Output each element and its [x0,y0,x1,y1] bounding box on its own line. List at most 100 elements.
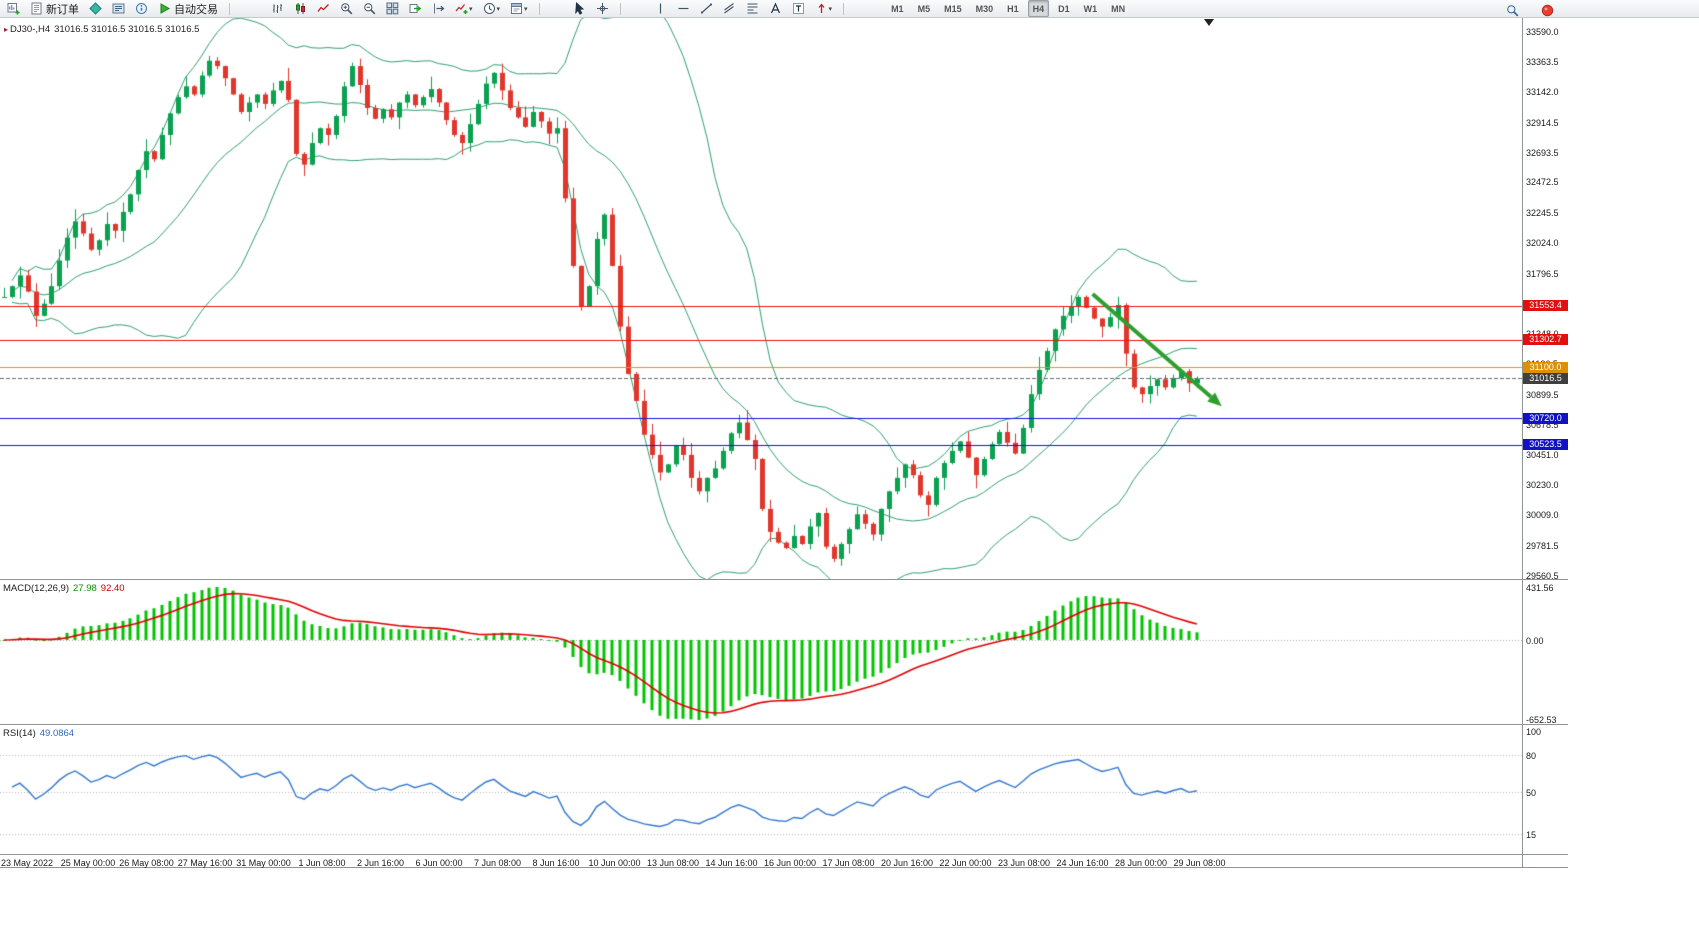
macd-signal-value: 92.40 [100,583,125,594]
time-axis-label: 6 Jun 00:00 [415,858,463,868]
price-line-tag[interactable]: 30720.0 [1523,412,1568,424]
price-axis-border [1522,17,1523,867]
price-line-tag[interactable]: 30523.5 [1523,439,1568,451]
template-icon [510,2,523,15]
trendline-icon [700,2,713,15]
timeframe-h4-button[interactable]: H4 [1027,0,1050,17]
tile-windows-button[interactable] [383,0,402,17]
new-order-button[interactable]: 新订单 [27,0,82,17]
quotes-icon [112,2,125,15]
toolbar-group-line-studies: ▾ [649,0,838,17]
price-axis-tick: 33142.0 [1526,86,1559,97]
toolbar-group-cursor [568,0,614,17]
time-axis-label: 17 Jun 08:00 [822,858,875,868]
macd-axis-label: -652.53 [1526,715,1557,725]
text-a-icon [769,2,782,15]
timeframe-d1-button-label: D1 [1058,3,1070,14]
chart-shift-marker[interactable] [1204,19,1214,26]
hline-icon [677,2,690,15]
red-dot-icon [1541,4,1554,17]
macd-panel-canvas[interactable] [0,579,1522,724]
search-button[interactable] [1503,2,1522,19]
price-line-tag[interactable]: 31553.4 [1523,300,1568,312]
timeframe-m1-button-label: M1 [891,3,904,14]
time-axis-label: 16 Jun 00:00 [763,858,817,868]
zoom-out-button[interactable] [360,0,379,17]
timeframe-w1-button-label: W1 [1083,3,1098,14]
timeframe-m15-button-label: M15 [944,3,962,14]
price-chart-canvas[interactable] [0,17,1522,579]
timeframe-m1-button[interactable]: M1 [886,0,909,17]
market-watch-button[interactable] [109,0,128,17]
price-line-tag[interactable]: 31302.7 [1523,334,1568,346]
price-axis-tick: 29781.5 [1526,540,1559,551]
periods-button[interactable]: ▾ [480,0,504,17]
alert-button[interactable] [1538,2,1557,19]
time-axis-label: 13 Jun 08:00 [646,858,700,868]
bar-chart-button[interactable] [268,0,287,17]
horizontal-line-button[interactable] [674,0,693,17]
time-axis-label: 23 Jun 08:00 [997,858,1051,868]
time-axis-label: 7 Jun 08:00 [473,858,522,868]
text-button[interactable] [766,0,785,17]
rsi-axis-label: 100 [1526,727,1542,737]
templates-button[interactable]: ▾ [507,0,531,17]
clock-icon [483,2,496,15]
macd-name: MACD(12,26,9) [3,583,69,594]
dropdown-caret-icon[interactable]: ▾ [469,5,473,13]
chart-shift-button[interactable] [429,0,448,17]
trendline-button[interactable] [697,0,716,17]
candles-icon [294,2,307,15]
equidistant-channel-button[interactable] [720,0,739,17]
metaeditor-button[interactable] [86,0,105,17]
new-chart-button[interactable] [4,0,23,17]
timeframe-m5-button[interactable]: M5 [913,0,936,17]
dropdown-caret-icon[interactable]: ▾ [828,5,833,13]
price-axis-tick: 33363.5 [1526,57,1559,68]
auto-scroll-button[interactable] [406,0,425,17]
timeframe-mn-button[interactable]: MN [1106,0,1130,17]
candlestick-chart-button[interactable] [291,0,310,17]
autoscroll-icon [409,2,422,15]
fibonacci-button[interactable] [743,0,762,17]
timeframe-m5-button-label: M5 [917,3,931,14]
dropdown-caret-icon[interactable]: ▾ [524,5,528,13]
time-axis-label: 10 Jun 00:00 [588,858,641,868]
timeframe-d1-button[interactable]: D1 [1053,0,1075,17]
dropdown-caret-icon[interactable]: ▾ [496,5,501,13]
crosshair-button[interactable] [593,0,612,17]
timeframe-m15-button[interactable]: M15 [939,0,967,17]
zoom-out-icon [363,2,376,15]
rsi-axis-label: 80 [1526,751,1537,762]
cursor-button[interactable] [570,0,589,17]
time-axis-label: 28 Jun 00:00 [1114,858,1168,868]
line-chart-button[interactable] [314,0,333,17]
macd-rsi-splitter[interactable] [0,724,1568,725]
time-axis-label: 22 Jun 00:00 [939,858,992,868]
fibo-icon [746,2,759,15]
macd-indicator-label: MACD(12,26,9) 27.98 92.40 [3,583,125,594]
toolbar-separator [843,2,845,15]
timeframe-h1-button[interactable]: H1 [1002,0,1024,17]
auto-trading-button[interactable]: 自动交易 [155,0,221,17]
rsi-panel-canvas[interactable] [0,724,1522,854]
timeframe-h1-button-label: H1 [1007,3,1019,14]
text-label-button[interactable] [789,0,808,17]
indicators-button[interactable]: ▾ [452,0,476,17]
price-line-tag[interactable]: 31100.0 [1523,361,1568,373]
data-window-button[interactable] [132,0,151,17]
symbol-period-label: DJ30-,H4 [10,24,51,35]
timeframe-w1-button[interactable]: W1 [1079,0,1103,17]
zoom-in-button[interactable] [337,0,356,17]
arrows-button[interactable]: ▾ [812,0,836,17]
timeframe-m30-button[interactable]: M30 [971,0,999,17]
rsi-value: 49.0864 [39,728,75,739]
rsi-name: RSI(14) [3,728,36,739]
time-axis-label: 26 May 08:00 [119,858,174,868]
main-macd-splitter[interactable] [0,579,1568,580]
macd-main-value: 27.98 [73,583,97,594]
time-axis-label: 14 Jun 16:00 [705,858,758,868]
vertical-line-button[interactable] [651,0,670,17]
chart-ohlc-label: ▸ DJ30-,H4 31016.5 31016.5 31016.5 31016.5 [4,24,203,35]
crosshair-icon [596,2,609,15]
